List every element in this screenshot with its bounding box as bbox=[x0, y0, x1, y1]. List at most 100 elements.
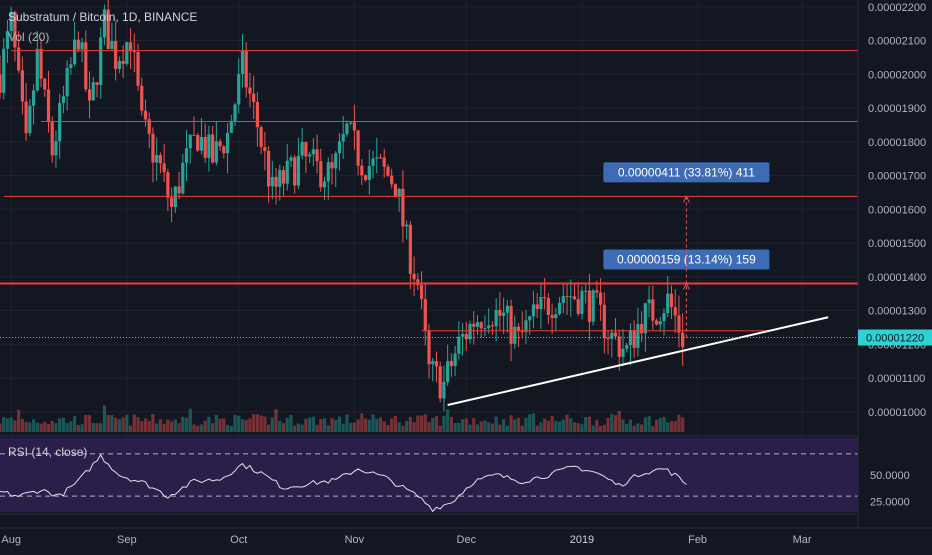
volume-bar bbox=[300, 424, 304, 432]
volume-bar bbox=[334, 419, 338, 432]
candle-body bbox=[640, 324, 644, 334]
volume-bar bbox=[543, 418, 547, 432]
volume-bar bbox=[274, 409, 278, 432]
rsi-title: RSI (14, close) bbox=[8, 445, 87, 459]
volume-bar bbox=[259, 415, 263, 432]
volume-bar bbox=[677, 414, 681, 432]
volume-bar bbox=[166, 419, 170, 432]
volume-bar bbox=[528, 414, 532, 432]
candle-body bbox=[610, 332, 614, 339]
volume-bar bbox=[647, 415, 651, 432]
candle-body bbox=[363, 175, 368, 180]
candle-body bbox=[293, 157, 297, 186]
candle-body bbox=[155, 155, 159, 163]
candle-body bbox=[416, 279, 420, 286]
volume-bar bbox=[669, 421, 674, 432]
volume-bar bbox=[408, 416, 412, 432]
candle-body bbox=[651, 299, 655, 321]
volume-bar bbox=[252, 414, 256, 432]
candle-body bbox=[330, 162, 334, 169]
candle-body bbox=[580, 290, 584, 314]
candle-body bbox=[252, 93, 256, 103]
candle-body bbox=[87, 89, 92, 101]
volume-bar bbox=[416, 415, 420, 432]
candle-body bbox=[681, 332, 685, 348]
volume-bar bbox=[218, 418, 222, 432]
candle-body bbox=[99, 37, 103, 85]
volume-bar bbox=[587, 416, 592, 432]
volume-bar bbox=[326, 425, 330, 432]
volume-bar bbox=[397, 422, 401, 432]
volume-bar bbox=[211, 423, 215, 432]
candle-body bbox=[222, 146, 226, 154]
candle-body bbox=[591, 290, 595, 322]
volume-bar bbox=[17, 409, 21, 432]
candle-body bbox=[367, 165, 371, 180]
candle-body bbox=[110, 41, 114, 50]
candle-body bbox=[647, 299, 651, 304]
candle-body bbox=[24, 101, 28, 134]
volume-bar bbox=[132, 414, 136, 432]
candle-body bbox=[613, 332, 618, 337]
candle-body bbox=[166, 172, 170, 198]
volume-bar bbox=[296, 423, 301, 432]
candle-body bbox=[643, 303, 647, 334]
candle-body bbox=[300, 142, 304, 156]
candle-body bbox=[192, 134, 196, 136]
candle-body bbox=[248, 87, 252, 94]
time-tick-label: Sep bbox=[117, 534, 137, 546]
candle-body bbox=[666, 293, 670, 314]
candle-body bbox=[464, 334, 468, 340]
candle-body bbox=[214, 141, 218, 163]
volume-indicator-label: Vol (20) bbox=[8, 30, 50, 44]
volume-bar bbox=[233, 414, 237, 432]
volume-bar bbox=[483, 420, 487, 432]
candle-body bbox=[181, 162, 185, 194]
volume-bar bbox=[222, 418, 226, 432]
volume-bar bbox=[203, 420, 207, 432]
volume-bar bbox=[557, 421, 562, 432]
volume-bar bbox=[490, 423, 495, 432]
volume-bar bbox=[498, 424, 502, 432]
volume-bar bbox=[572, 422, 577, 432]
volume-bar bbox=[196, 425, 200, 432]
candle-body bbox=[121, 60, 125, 64]
volume-bar bbox=[349, 422, 353, 432]
volume-bar bbox=[636, 423, 640, 432]
volume-bar bbox=[375, 418, 379, 432]
candle-body bbox=[345, 123, 349, 135]
volume-bar bbox=[87, 415, 92, 432]
volume-bar bbox=[192, 424, 196, 432]
candle-body bbox=[278, 170, 282, 187]
candle-body bbox=[449, 361, 453, 366]
price-tick-label: 0.00001000 bbox=[868, 407, 926, 419]
volume-bar bbox=[502, 419, 506, 432]
candle-body bbox=[54, 141, 58, 156]
candle-body bbox=[520, 330, 524, 332]
candle-body bbox=[632, 330, 636, 348]
volume-bar bbox=[61, 417, 66, 432]
volume-bar bbox=[662, 416, 666, 432]
volume-bar bbox=[184, 417, 189, 432]
volume-bar bbox=[95, 423, 99, 432]
candle-body bbox=[274, 176, 278, 187]
candle-body bbox=[106, 9, 110, 50]
volume-bar bbox=[31, 419, 36, 432]
candle-body bbox=[266, 150, 271, 187]
volume-bar bbox=[207, 416, 211, 432]
candle-body bbox=[393, 184, 398, 197]
symbol-title: Substratum / Bitcoin, 1D, BINANCE bbox=[8, 10, 198, 24]
volume-bar bbox=[419, 415, 424, 432]
candle-body bbox=[625, 345, 629, 349]
candle-body bbox=[58, 103, 62, 142]
volume-bar bbox=[524, 417, 528, 432]
volume-bar bbox=[621, 419, 625, 432]
volume-bar bbox=[322, 418, 327, 432]
candle-body bbox=[554, 314, 558, 319]
candle-body bbox=[494, 309, 498, 327]
candle-body bbox=[516, 326, 521, 331]
candle-body bbox=[20, 70, 24, 102]
time-tick-label: Aug bbox=[1, 534, 21, 546]
